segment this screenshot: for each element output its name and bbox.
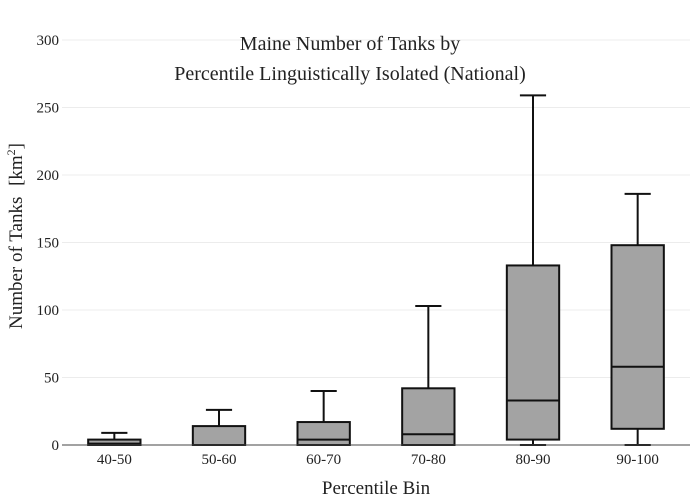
box-iqr [296,421,351,446]
x-tick-labels: 40-50 50-60 60-70 70-80 80-90 90-100 [97,452,659,468]
box-iqr [505,264,561,441]
y-tick-label: 200 [37,168,60,184]
box-80-90 [505,94,561,446]
box-iqr [191,425,247,447]
y-tick-label: 300 [37,33,60,49]
x-tick-label: 80-90 [516,452,551,468]
box-50-60 [191,408,247,447]
boxes [87,94,665,447]
y-tick-label: 50 [44,371,59,387]
y-tick-label: 0 [52,438,60,454]
box-iqr [610,244,665,430]
box-90-100 [610,192,665,446]
y-axis-unit-close: ] [6,143,27,149]
x-tick-label: 50-60 [202,452,237,468]
y-axis-unit: [km [6,155,27,186]
y-axis-title-text: Number of Tanks [6,197,27,329]
chart-title-line-1: Maine Number of Tanks by [240,33,460,55]
y-tick-label: 250 [37,101,60,117]
y-tick-label: 100 [37,303,60,319]
x-tick-label: 90-100 [616,452,659,468]
box-60-70 [296,390,351,446]
y-axis-unit-exponent: 2 [4,149,18,155]
chart-title-line-2: Percentile Linguistically Isolated (Nati… [174,63,526,85]
box-70-80 [401,304,456,446]
y-axis-title: Number of Tanks [km2] [4,143,27,329]
x-tick-label: 40-50 [97,452,132,468]
box-40-50 [87,431,142,447]
x-axis-title: Percentile Bin [322,478,431,499]
grid-lines [62,39,690,378]
box-iqr [401,387,456,446]
x-tick-label: 60-70 [306,452,341,468]
y-tick-labels: 0 50 100 150 200 250 300 [37,33,60,454]
y-tick-label: 150 [37,236,60,252]
x-tick-label: 70-80 [411,452,446,468]
